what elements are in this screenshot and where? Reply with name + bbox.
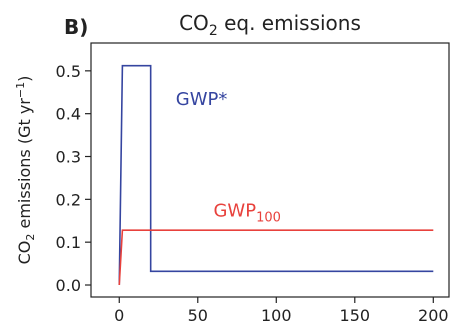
plot-frame (90, 42, 450, 298)
y-tick-label: 0.4 (56, 105, 81, 124)
y-axis-label-sup: −1 (14, 82, 27, 98)
y-tick-label: 0.0 (56, 276, 81, 295)
y-tick-label: 0.5 (56, 62, 81, 81)
y-axis-label-rest: emissions (Gt yr (15, 98, 34, 234)
chart-title: CO2 eq. emissions (179, 11, 361, 39)
y-ticks: 0.0 0.1 0.2 0.3 0.4 0.5 (56, 62, 91, 295)
x-tick-label: 150 (340, 306, 371, 325)
series-line-0 (118, 64, 434, 286)
y-axis-label-main: CO (15, 241, 34, 265)
chart-title-sub: 2 (209, 23, 218, 39)
y-axis-label-sub: 2 (24, 234, 37, 241)
x-ticks: 0 50 100 150 200 (114, 297, 449, 325)
y-axis-label-close: ) (15, 76, 34, 82)
chart-title-main: CO (179, 11, 209, 35)
series-line-1 (118, 229, 434, 286)
x-tick-label: 100 (261, 306, 292, 325)
panel-label: B) (64, 15, 88, 39)
series-label-0: GWP* (176, 89, 228, 110)
x-tick-label: 50 (188, 306, 208, 325)
y-tick-label: 0.2 (56, 190, 81, 209)
x-tick-label: 0 (114, 306, 124, 325)
series-labels: GWP* GWP100 (176, 89, 281, 225)
series-layer (118, 64, 434, 286)
y-tick-label: 0.1 (56, 233, 81, 252)
x-tick-label: 200 (418, 306, 449, 325)
y-tick-label: 0.3 (56, 148, 81, 167)
series-label-1: GWP100 (213, 200, 280, 225)
y-axis-label: CO2 emissions (Gt yr−1) (14, 76, 37, 265)
chart-title-rest: eq. emissions (218, 11, 361, 35)
